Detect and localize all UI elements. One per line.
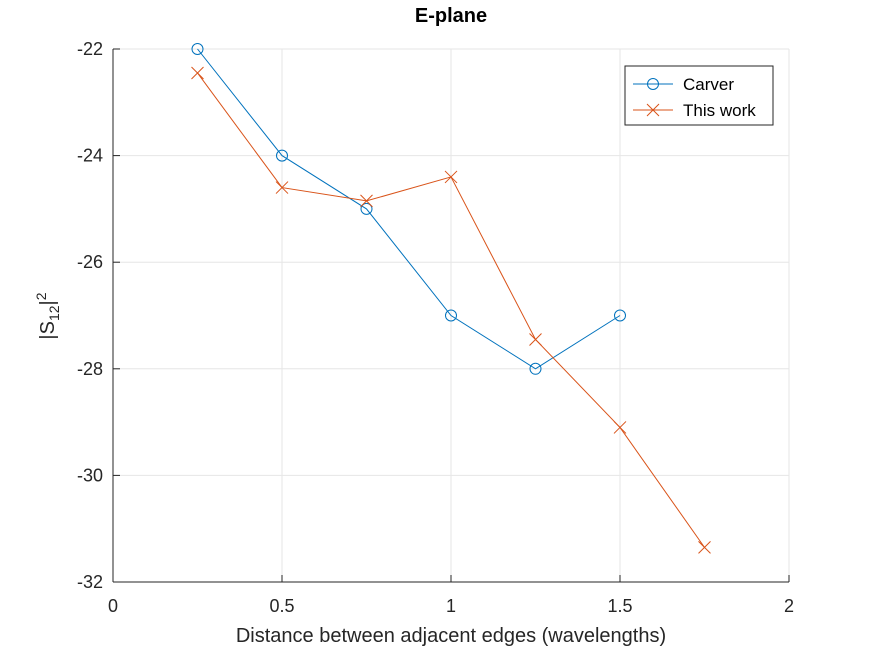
y-axis-label: |S12|2 (33, 292, 62, 339)
legend-label-carver: Carver (683, 75, 734, 94)
y-axis-ticks: -32 -30 -28 -26 -24 -22 (77, 39, 120, 592)
data-point-this-work (444, 170, 458, 184)
data-point-this-work (613, 421, 627, 434)
data-point-carver (360, 202, 373, 215)
data-point-this-work (191, 66, 204, 80)
y-label-base: |S (37, 321, 59, 340)
x-tick-label: 2 (784, 596, 794, 616)
series-group (191, 43, 711, 554)
data-point-this-work (529, 333, 542, 346)
data-point-carver (276, 149, 288, 162)
x-tick-label: 1 (446, 596, 456, 616)
y-label-after: | (37, 300, 59, 305)
data-point-this-work (360, 194, 373, 208)
chart-title: E-plane (415, 5, 487, 27)
data-point-carver (191, 43, 204, 55)
x-tick-label: 0.5 (269, 596, 294, 616)
data-point-carver (529, 362, 542, 375)
y-tick-label: -24 (77, 146, 103, 166)
y-tick-label: -26 (77, 252, 103, 272)
legend-marker-this-work (646, 103, 660, 117)
y-tick-label: -28 (77, 359, 103, 379)
y-tick-label: -30 (77, 465, 103, 485)
y-label-superscript: 2 (33, 292, 49, 300)
legend-box (624, 65, 774, 126)
legend: Carver This work (624, 65, 774, 126)
series-line-carver (197, 48, 621, 370)
x-tick-label: 0 (108, 596, 118, 616)
data-point-this-work (275, 181, 289, 194)
legend-marker-carver (647, 78, 659, 90)
x-tick-label: 1.5 (607, 596, 632, 616)
legend-label-this-work: This work (683, 101, 756, 120)
x-axis-label: Distance between adjacent edges (wavelen… (236, 625, 666, 647)
y-tick-label: -22 (77, 39, 103, 59)
x-axis-ticks: 0 0.5 1 1.5 2 (108, 575, 794, 616)
y-label-subscript: 12 (46, 305, 62, 321)
y-tick-label: -32 (77, 572, 103, 592)
data-point-carver (445, 309, 457, 322)
data-point-carver (614, 309, 626, 322)
data-point-this-work (698, 541, 711, 554)
